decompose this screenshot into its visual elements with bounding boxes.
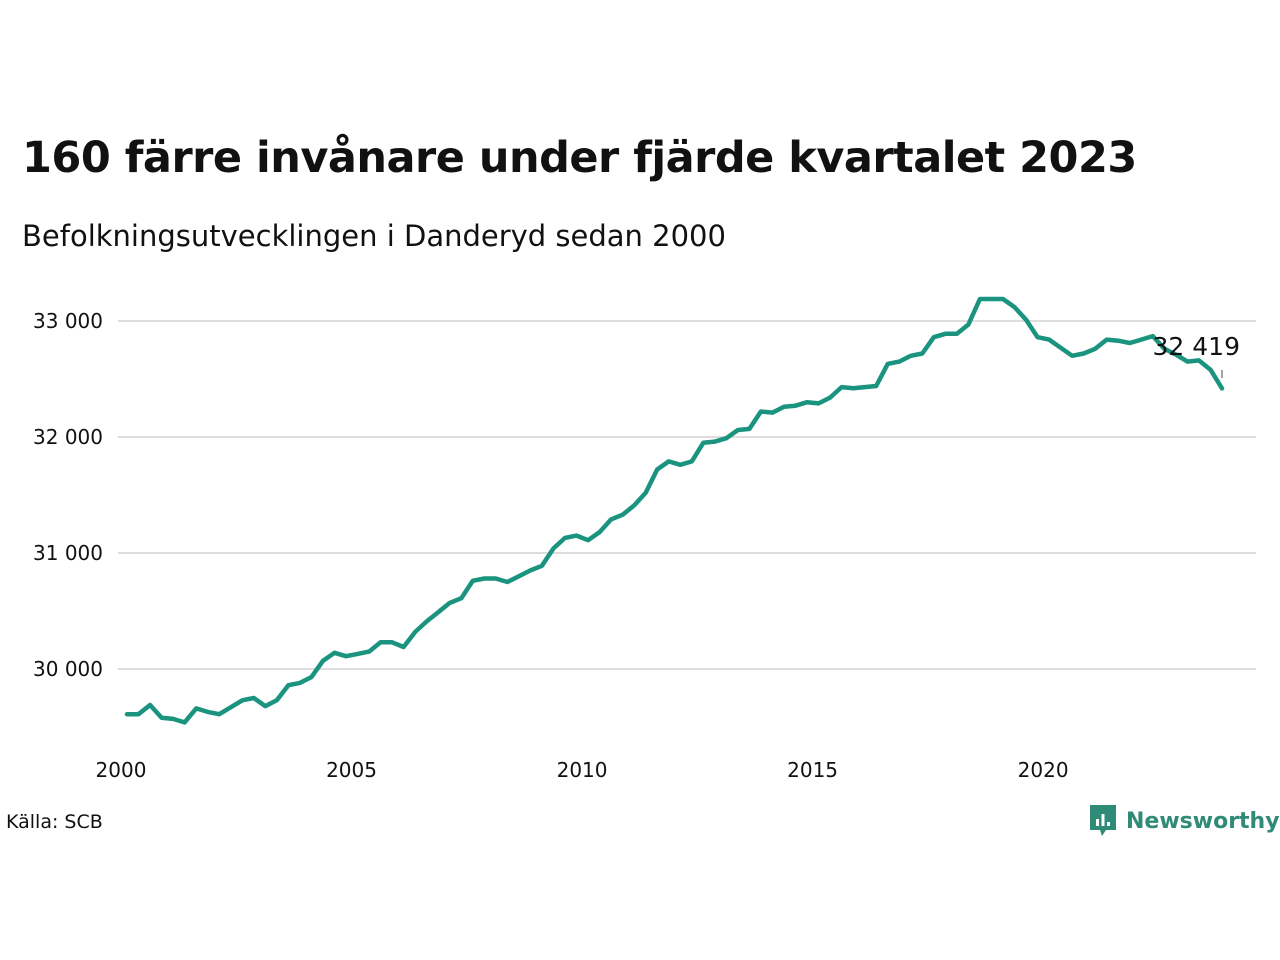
chart-title: 160 färre invånare under fjärde kvartale… bbox=[22, 133, 1137, 183]
x-tick-label: 2015 bbox=[787, 758, 838, 782]
brand-name: Newsworthy bbox=[1126, 808, 1280, 834]
x-tick-label: 2010 bbox=[557, 758, 608, 782]
y-tick-label: 32 000 bbox=[33, 425, 103, 449]
line-chart: 30 000 31 000 32 000 33 000 2000 2005 2010 2015… bbox=[33, 296, 1256, 782]
x-tick-label: 2000 bbox=[96, 758, 147, 782]
chart-subtitle: Befolkningsutvecklingen i Danderyd sedan… bbox=[22, 219, 726, 253]
y-tick-label: 30 000 bbox=[33, 657, 103, 681]
source-note: Källa: SCB bbox=[6, 811, 103, 833]
brand-logo: Newsworthy bbox=[1088, 803, 1280, 839]
y-tick-label: 33 000 bbox=[33, 309, 103, 333]
x-tick-label: 2005 bbox=[326, 758, 377, 782]
population-series-line bbox=[124, 296, 1225, 725]
y-tick-label: 31 000 bbox=[33, 541, 103, 565]
x-tick-label: 2020 bbox=[1018, 758, 1069, 782]
last-value-label: 32 419 bbox=[1153, 332, 1240, 361]
newsworthy-logo-icon bbox=[1090, 805, 1116, 836]
